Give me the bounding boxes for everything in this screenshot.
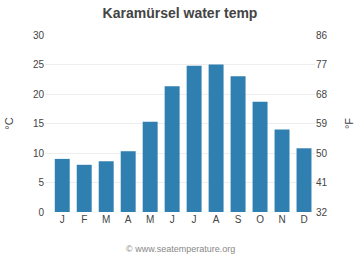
svg-text:59: 59 [316,118,328,129]
svg-text:D: D [300,214,307,225]
svg-text:J: J [60,214,65,225]
svg-text:30: 30 [33,30,45,41]
svg-text:© www.seatemperature.org: © www.seatemperature.org [126,244,235,254]
svg-text:15: 15 [33,118,45,129]
svg-text:0: 0 [38,207,44,218]
svg-text:68: 68 [316,89,328,100]
svg-text:A: A [125,214,132,225]
svg-text:77: 77 [316,59,328,70]
svg-text:M: M [102,214,110,225]
svg-text:32: 32 [316,207,328,218]
svg-text:Karamürsel water temp: Karamürsel water temp [103,5,258,21]
svg-text:N: N [278,214,285,225]
svg-text:41: 41 [316,177,328,188]
svg-text:5: 5 [38,177,44,188]
svg-text:J: J [170,214,175,225]
svg-text:S: S [235,214,242,225]
svg-text:25: 25 [33,59,45,70]
svg-text:A: A [213,214,220,225]
svg-text:86: 86 [316,30,328,41]
svg-text:°F: °F [343,118,355,129]
svg-text:20: 20 [33,89,45,100]
svg-text:10: 10 [33,148,45,159]
svg-text:F: F [81,214,87,225]
svg-text:O: O [256,214,264,225]
svg-text:J: J [192,214,197,225]
svg-text:M: M [146,214,154,225]
svg-text:°C: °C [3,117,15,129]
svg-text:50: 50 [316,148,328,159]
